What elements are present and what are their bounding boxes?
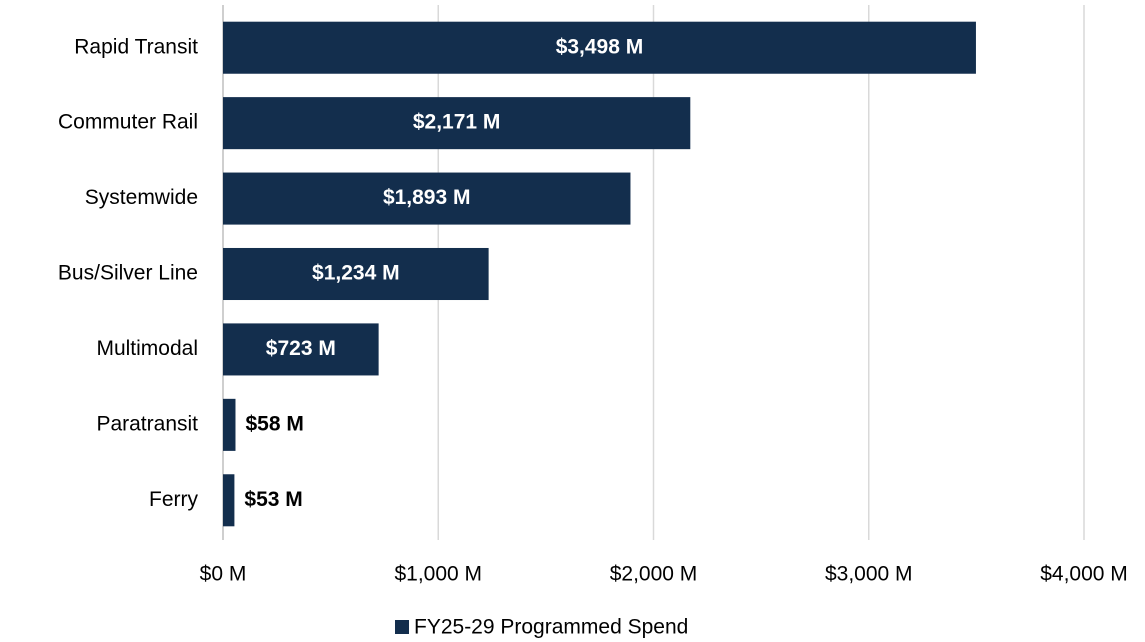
y-tick-label: Ferry	[149, 488, 198, 511]
value-label: $723 M	[266, 337, 336, 360]
bar	[223, 172, 631, 225]
y-tick-label: Commuter Rail	[58, 111, 198, 134]
legend-swatch	[395, 620, 409, 634]
bar	[223, 97, 691, 150]
bar	[223, 247, 489, 301]
bar	[223, 398, 236, 451]
x-tick-label: $4,000 M	[1040, 563, 1128, 586]
legend-label: FY25-29 Programmed Spend	[414, 616, 688, 639]
value-label: $58 M	[245, 412, 303, 435]
y-tick-label: Paratransit	[96, 412, 198, 435]
value-label: $53 M	[244, 488, 302, 511]
value-label: $1,893 M	[383, 186, 471, 209]
value-label: $3,498 M	[556, 35, 644, 58]
y-tick-label: Bus/Silver Line	[58, 262, 198, 285]
x-tick-label: $1,000 M	[394, 563, 482, 586]
y-tick-label: Systemwide	[85, 186, 198, 209]
y-tick-label: Rapid Transit	[74, 35, 198, 58]
bar	[223, 21, 976, 74]
value-label: $1,234 M	[312, 262, 400, 285]
y-tick-label: Multimodal	[96, 337, 198, 360]
bar	[223, 474, 235, 527]
x-tick-label: $0 M	[200, 563, 247, 586]
x-tick-label: $3,000 M	[825, 563, 913, 586]
bar	[223, 323, 379, 376]
value-label: $2,171 M	[413, 111, 501, 134]
x-tick-label: $2,000 M	[610, 563, 698, 586]
